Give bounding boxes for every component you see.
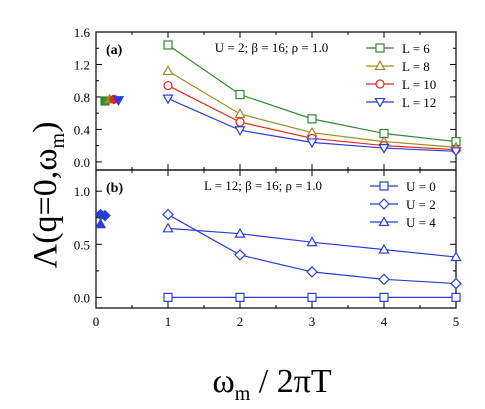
data-point bbox=[307, 292, 317, 302]
data-point bbox=[451, 292, 461, 302]
data-point-filled bbox=[112, 96, 125, 106]
y-tick-label: 0.5 bbox=[74, 237, 90, 252]
y-axis-label-main: Λ(q=0,ω bbox=[27, 148, 64, 268]
data-point bbox=[163, 292, 173, 302]
y-axis-label-sub: m bbox=[47, 132, 69, 148]
x-axis-label: ωm / 2πT bbox=[212, 363, 332, 405]
data-point bbox=[306, 138, 318, 149]
y-tick-label: 0.8 bbox=[74, 90, 90, 105]
data-point bbox=[306, 236, 318, 247]
data-point bbox=[162, 222, 174, 233]
data-point-filled bbox=[99, 209, 111, 222]
legend-marker bbox=[374, 97, 386, 108]
x-tick-label: 2 bbox=[237, 314, 244, 329]
data-point bbox=[378, 144, 390, 154]
series-l-6 bbox=[100, 40, 461, 147]
legend-marker bbox=[378, 198, 390, 210]
y-tick-label: 0.0 bbox=[74, 290, 90, 305]
x-axis-label-sub: m bbox=[235, 383, 251, 405]
data-point bbox=[162, 65, 174, 76]
legend-marker bbox=[375, 79, 385, 89]
data-point bbox=[234, 108, 246, 119]
legend-marker bbox=[374, 60, 386, 71]
series-l-12 bbox=[112, 94, 462, 158]
panel-annotation: U = 2; β = 16; ρ = 1.0 bbox=[215, 40, 328, 55]
legend: L = 6 L = 8 L = 10 L = 12 bbox=[366, 41, 436, 110]
series-u-4 bbox=[94, 218, 462, 262]
data-point bbox=[162, 208, 174, 221]
data-point bbox=[307, 114, 317, 124]
x-tick-label: 0 bbox=[93, 314, 100, 329]
legend-marker bbox=[379, 181, 389, 191]
legend-label: U = 0 bbox=[406, 179, 436, 194]
data-point bbox=[450, 277, 462, 290]
panel-label: (a) bbox=[106, 43, 123, 58]
panel-label: (b) bbox=[106, 181, 123, 196]
data-point-filled bbox=[94, 218, 107, 229]
data-point bbox=[162, 94, 174, 105]
data-point bbox=[235, 292, 245, 302]
x-tick-label: 5 bbox=[453, 314, 460, 329]
legend: U = 0 U = 2 U = 4 bbox=[370, 179, 436, 230]
data-point bbox=[235, 117, 245, 127]
legend-label: L = 10 bbox=[402, 77, 436, 92]
data-point bbox=[378, 273, 390, 286]
legend-label: U = 2 bbox=[406, 197, 436, 212]
data-point bbox=[234, 126, 246, 137]
legend-marker bbox=[375, 43, 385, 53]
y-axis-label-close: ) bbox=[27, 122, 64, 133]
series-u-0 bbox=[163, 292, 461, 302]
data-point bbox=[306, 266, 318, 278]
x-tick-label: 4 bbox=[381, 314, 388, 329]
x-axis-label-rest: / 2πT bbox=[250, 363, 332, 400]
legend-label: U = 4 bbox=[406, 215, 436, 230]
data-point bbox=[234, 227, 246, 238]
panel-a: 0.0 0.4 0.8 1.2 1.6 (a) U = 2; β = 16; ρ = 1.0… bbox=[74, 25, 462, 171]
x-tick-label: 3 bbox=[309, 314, 316, 329]
y-axis-label: Λ(q=0,ωm) bbox=[27, 122, 69, 269]
y-tick-label: 0.4 bbox=[74, 122, 91, 137]
x-axis-label-main: ω bbox=[212, 363, 234, 400]
data-point bbox=[163, 80, 173, 91]
y-tick-label: 1.6 bbox=[74, 25, 91, 40]
legend-marker bbox=[378, 216, 390, 227]
series-u-2 bbox=[94, 208, 462, 290]
y-tick-label: 1.0 bbox=[74, 184, 90, 199]
data-point bbox=[378, 243, 390, 254]
y-tick-label: 1.2 bbox=[74, 57, 90, 72]
data-point bbox=[234, 249, 246, 261]
legend-label: L = 12 bbox=[402, 95, 436, 110]
y-tick-label: 0.0 bbox=[74, 155, 90, 170]
data-point bbox=[163, 40, 173, 50]
legend-label: L = 6 bbox=[402, 41, 430, 56]
panel-annotation: L = 12; β = 16; ρ = 1.0 bbox=[204, 178, 322, 193]
data-point bbox=[450, 147, 462, 158]
data-point bbox=[379, 292, 389, 302]
data-point bbox=[235, 89, 245, 100]
data-point bbox=[450, 251, 462, 262]
panel-b: 0.0 0.5 1.0 0 1 2 3 4 5 (b) L = 12; β = 16; ρ = 1.… bbox=[74, 169, 462, 329]
x-tick-label: 1 bbox=[165, 314, 172, 329]
legend-label: L = 8 bbox=[402, 59, 430, 74]
